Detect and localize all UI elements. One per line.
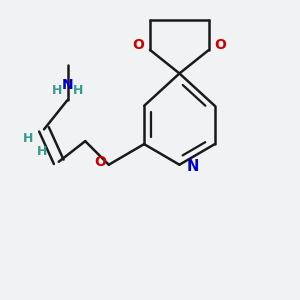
- Text: O: O: [132, 38, 144, 52]
- Text: N: N: [62, 78, 74, 92]
- Text: H: H: [52, 84, 62, 97]
- Text: N: N: [187, 159, 199, 174]
- Text: H: H: [37, 145, 48, 158]
- Text: O: O: [215, 38, 226, 52]
- Text: O: O: [94, 155, 106, 169]
- Text: H: H: [22, 132, 33, 145]
- Text: H: H: [73, 84, 83, 97]
